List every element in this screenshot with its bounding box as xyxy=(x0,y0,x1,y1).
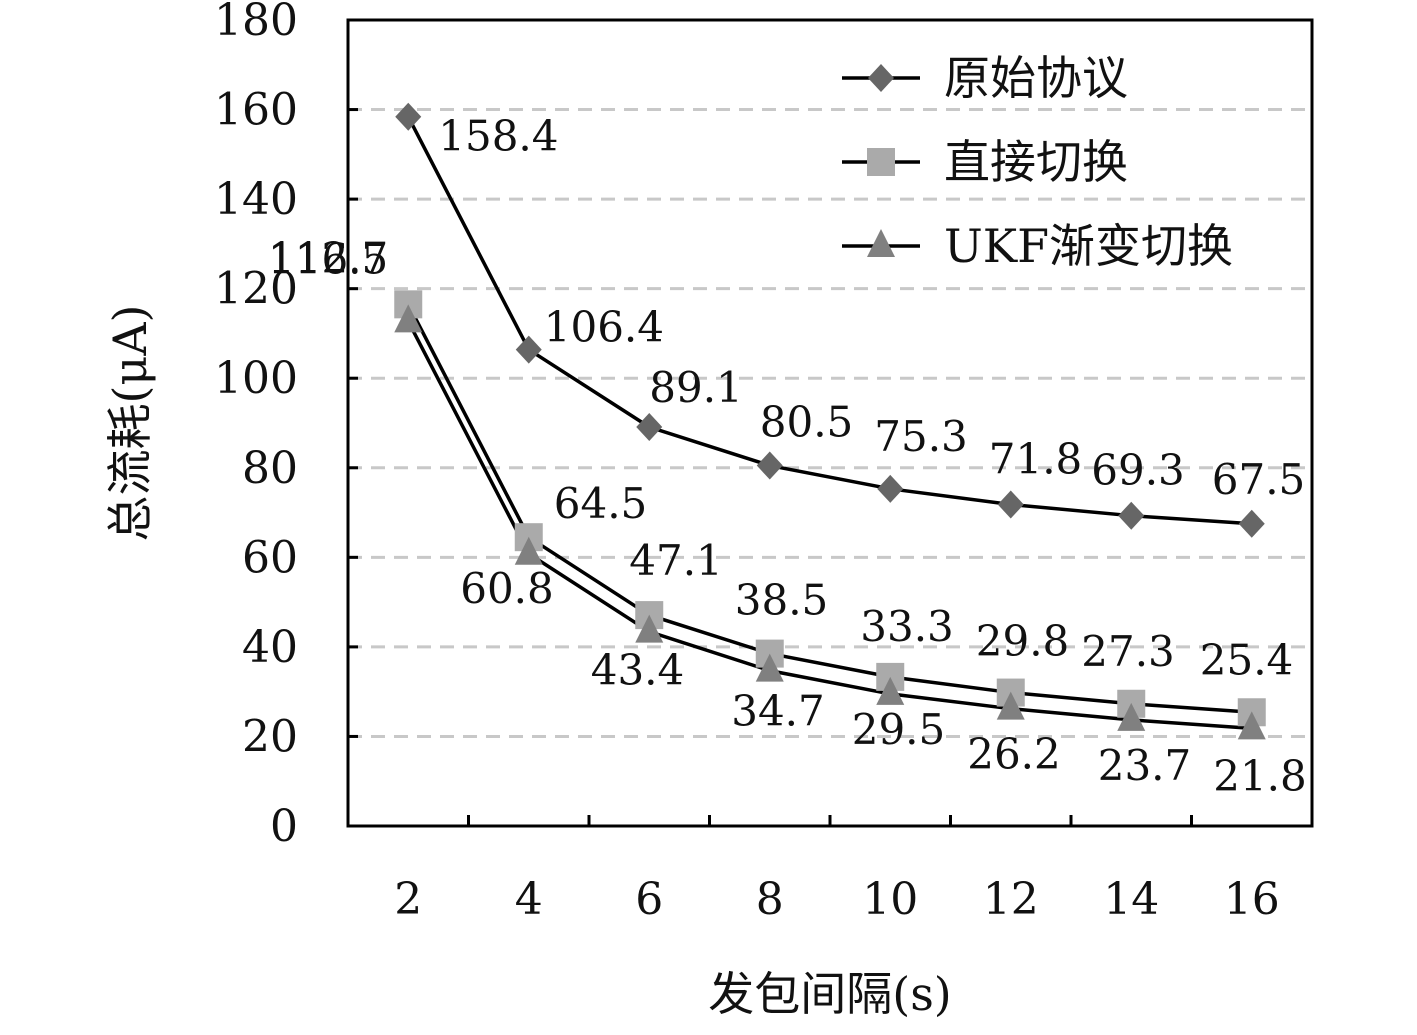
data-label: 29.8 xyxy=(976,617,1070,666)
data-label: 38.5 xyxy=(735,576,829,625)
data-point xyxy=(876,676,905,705)
series-group xyxy=(394,102,1266,740)
data-point xyxy=(755,653,784,682)
y-tick-label: 120 xyxy=(214,264,298,315)
data-point xyxy=(394,304,423,333)
x-tick-label: 16 xyxy=(1224,874,1280,925)
x-axis-title: 发包间隔(s) xyxy=(708,967,952,1021)
y-tick-label: 140 xyxy=(214,174,298,225)
data-point xyxy=(1118,501,1145,530)
data-label: 34.7 xyxy=(731,687,825,736)
data-point xyxy=(636,413,663,442)
data-point xyxy=(756,451,783,480)
x-tick-label: 12 xyxy=(983,874,1039,925)
data-label: 64.5 xyxy=(554,479,648,528)
x-tick-label: 10 xyxy=(862,874,918,925)
data-label: 47.1 xyxy=(629,536,723,585)
series-line xyxy=(406,320,1252,731)
y-tick-label: 160 xyxy=(214,85,298,136)
data-label: 43.4 xyxy=(591,646,685,695)
legend-label: UKF渐变切换 xyxy=(944,219,1233,273)
data-label: 71.8 xyxy=(989,434,1083,483)
legend-label: 直接切换 xyxy=(944,135,1128,189)
legend-marker xyxy=(867,229,895,257)
y-tick-label: 180 xyxy=(214,0,298,46)
series-line xyxy=(406,115,1252,526)
data-label: 29.5 xyxy=(852,705,946,754)
data-label: 112.7 xyxy=(268,233,388,282)
data-label: 33.3 xyxy=(860,602,954,651)
series-line xyxy=(406,303,1252,715)
x-tick-label: 8 xyxy=(756,874,784,925)
data-label: 60.8 xyxy=(460,564,554,613)
data-point xyxy=(395,102,422,131)
data-label: 67.5 xyxy=(1212,455,1306,504)
data-label: 158.4 xyxy=(438,112,558,161)
data-point xyxy=(997,490,1024,519)
x-tick-label: 14 xyxy=(1103,874,1159,925)
y-tick-label: 80 xyxy=(242,443,298,494)
data-point xyxy=(877,474,904,503)
data-point xyxy=(1117,702,1146,731)
y-tick-label: 40 xyxy=(242,622,298,673)
data-label: 27.3 xyxy=(1081,627,1175,676)
data-labels: 158.4 106.4 89.1 80.5 75.3 71.8 69.3 67.5 116.5 6… xyxy=(268,112,1307,801)
data-label: 89.1 xyxy=(649,363,743,412)
data-label: 80.5 xyxy=(760,398,854,447)
plot-frame xyxy=(346,18,1314,828)
x-tick-label: 2 xyxy=(394,874,422,925)
x-tick-label: 4 xyxy=(515,874,543,925)
y-axis-title: 总流耗(μA) xyxy=(103,304,157,541)
x-tick-label: 6 xyxy=(635,874,663,925)
data-point xyxy=(996,691,1025,720)
y-axis-ticks: 0 20 40 60 80 100 120 140 160 180 xyxy=(214,0,358,852)
data-label: 69.3 xyxy=(1091,446,1185,495)
data-point xyxy=(514,536,543,565)
data-label: 75.3 xyxy=(874,412,968,461)
data-point xyxy=(1238,509,1265,538)
data-label: 25.4 xyxy=(1200,635,1294,684)
data-label: 26.2 xyxy=(967,730,1061,779)
y-tick-label: 20 xyxy=(242,711,298,762)
data-point xyxy=(1237,711,1266,740)
data-point xyxy=(635,614,664,643)
legend-marker xyxy=(868,64,894,92)
y-tick-label: 60 xyxy=(242,532,298,583)
y-tick-label: 0 xyxy=(270,801,298,852)
data-point xyxy=(515,335,542,364)
y-tick-label: 100 xyxy=(214,353,298,404)
data-label: 116.5 xyxy=(268,234,388,283)
legend-marker xyxy=(867,148,895,176)
data-label: 21.8 xyxy=(1213,751,1307,800)
legend-label: 原始协议 xyxy=(944,51,1128,105)
data-label: 106.4 xyxy=(544,303,664,352)
x-axis-ticks: 2 4 6 8 10 12 14 16 xyxy=(394,815,1280,925)
data-label: 23.7 xyxy=(1098,741,1192,790)
